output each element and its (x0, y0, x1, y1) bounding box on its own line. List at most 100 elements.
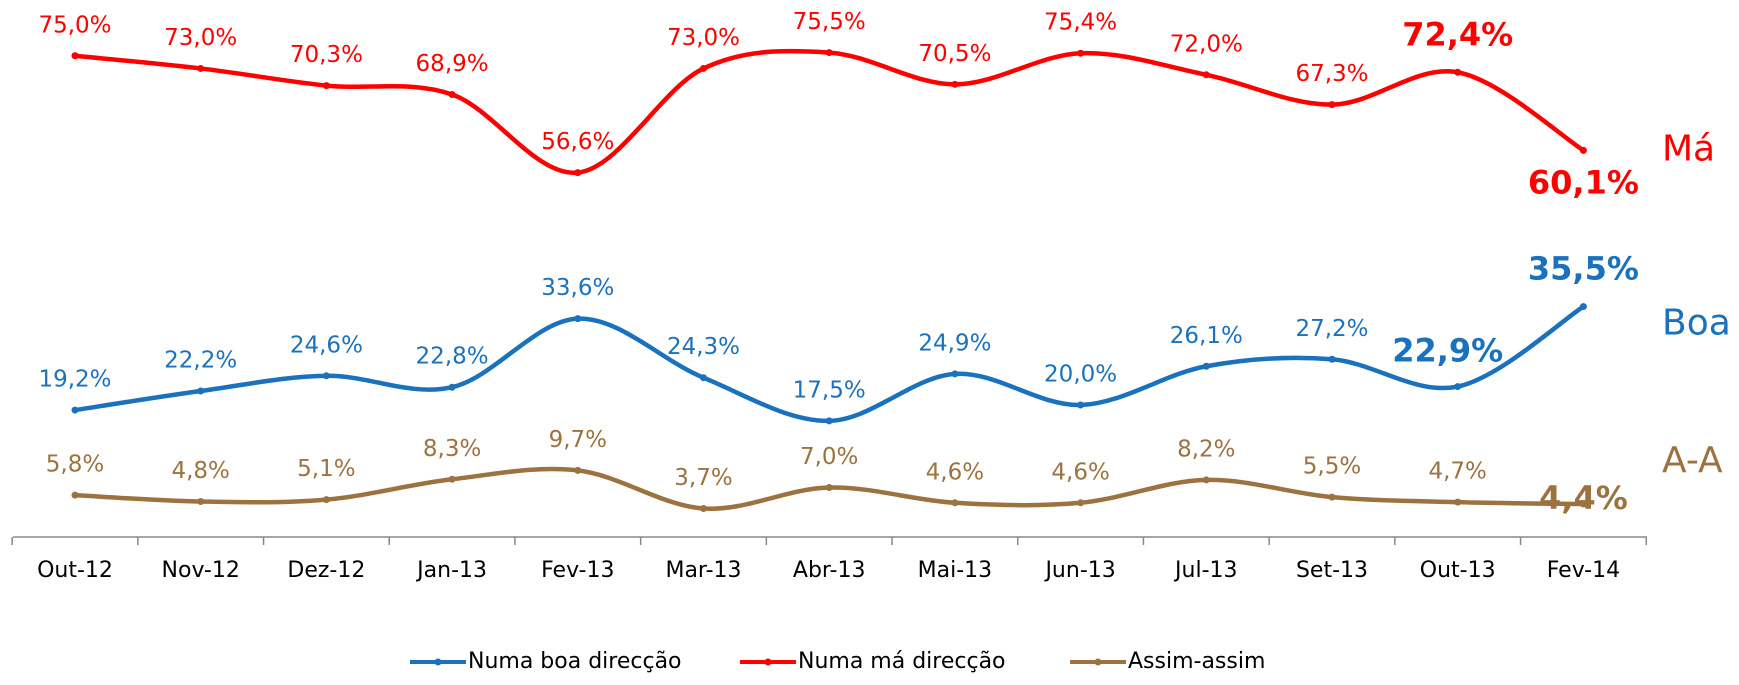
point (1328, 355, 1336, 363)
value-label: 20,0% (1044, 362, 1117, 388)
value-label: 4,8% (171, 458, 229, 484)
point (1454, 68, 1462, 76)
legend-marker (434, 658, 442, 666)
point (322, 82, 330, 90)
x-tick-label: Jul-13 (1173, 558, 1237, 583)
x-tick-label: Fev-13 (541, 558, 614, 583)
value-label: 27,2% (1295, 316, 1368, 342)
point (71, 491, 79, 499)
point (322, 372, 330, 380)
value-label: 67,3% (1295, 61, 1368, 87)
point (1579, 146, 1587, 154)
point (574, 315, 582, 323)
x-tick-label: Out-13 (1420, 558, 1496, 583)
value-label: 4,7% (1428, 459, 1486, 485)
point (574, 169, 582, 177)
value-label: 75,0% (38, 12, 111, 38)
point (1202, 362, 1210, 370)
value-label: 7,0% (800, 444, 858, 470)
point (322, 496, 330, 504)
value-label: 75,5% (793, 9, 866, 35)
x-tick-label: Set-13 (1296, 558, 1368, 583)
value-label: 4,4% (1539, 479, 1628, 517)
series-side-label: Boa (1662, 303, 1731, 344)
value-label: 73,0% (667, 25, 740, 51)
point (448, 90, 456, 98)
point (700, 64, 707, 72)
value-label: 24,6% (290, 332, 363, 358)
point (1328, 493, 1336, 501)
value-label: 9,7% (549, 427, 607, 453)
value-label: 22,2% (164, 348, 237, 374)
legend-label: Numa má direcção (798, 649, 1006, 674)
value-label: 19,2% (38, 367, 111, 393)
series-side-label: Má (1662, 128, 1715, 169)
point (448, 475, 456, 483)
x-tick-label: Out-12 (37, 558, 113, 583)
value-label: 75,4% (1044, 10, 1117, 36)
value-label: 24,3% (667, 334, 740, 360)
value-label: 5,8% (46, 452, 104, 478)
point (1202, 71, 1210, 79)
x-tick-label: Mai-13 (918, 558, 993, 583)
legend-marker (1094, 658, 1102, 666)
value-label: 24,9% (918, 330, 991, 356)
value-label: 72,0% (1170, 31, 1243, 57)
point (1454, 383, 1462, 391)
point (825, 484, 833, 492)
value-label: 56,6% (541, 129, 614, 155)
value-label: 3,7% (674, 465, 732, 491)
value-label: 4,6% (1051, 459, 1109, 485)
point (1328, 101, 1336, 109)
value-label: 8,3% (423, 436, 481, 462)
value-label: 5,1% (297, 456, 355, 482)
point (700, 505, 707, 513)
value-label: 8,2% (1177, 436, 1235, 462)
point (1454, 498, 1462, 506)
legend-label: Numa boa direcção (468, 649, 682, 674)
point (197, 498, 205, 506)
point (197, 387, 205, 395)
value-label: 72,4% (1402, 15, 1513, 53)
value-label: 5,5% (1303, 454, 1361, 480)
value-label: 73,0% (164, 25, 237, 51)
value-label: 60,1% (1528, 163, 1639, 201)
point (448, 383, 456, 391)
value-label: 26,1% (1170, 323, 1243, 349)
legend-label: Assim-assim (1128, 649, 1265, 674)
value-label: 35,5% (1528, 250, 1639, 288)
value-label: 70,5% (918, 41, 991, 67)
point (1579, 500, 1587, 508)
point (574, 466, 582, 474)
point (71, 406, 79, 414)
point (71, 52, 79, 60)
value-label: 4,6% (926, 459, 984, 485)
point (825, 49, 833, 57)
series-side-label: A-A (1662, 440, 1723, 481)
legend-marker (764, 658, 772, 666)
point (700, 374, 707, 382)
x-tick-label: Jun-13 (1043, 558, 1115, 583)
point (1579, 303, 1587, 311)
point (1077, 49, 1085, 57)
value-label: 17,5% (793, 377, 866, 403)
value-label: 33,6% (541, 275, 614, 301)
point (1077, 401, 1085, 409)
value-label: 22,8% (416, 344, 489, 370)
x-tick-label: Nov-12 (162, 558, 240, 583)
point (1077, 499, 1085, 507)
point (951, 80, 959, 88)
x-tick-label: Fev-14 (1547, 558, 1620, 583)
x-tick-label: Jan-13 (415, 558, 487, 583)
value-label: 70,3% (290, 42, 363, 68)
point (825, 417, 833, 425)
value-label: 22,9% (1392, 332, 1503, 370)
x-tick-label: Dez-12 (287, 558, 365, 583)
x-tick-label: Mar-13 (665, 558, 741, 583)
point (951, 370, 959, 378)
x-tick-label: Abr-13 (793, 558, 866, 583)
point (197, 64, 205, 72)
point (1202, 476, 1210, 484)
point (951, 499, 959, 507)
